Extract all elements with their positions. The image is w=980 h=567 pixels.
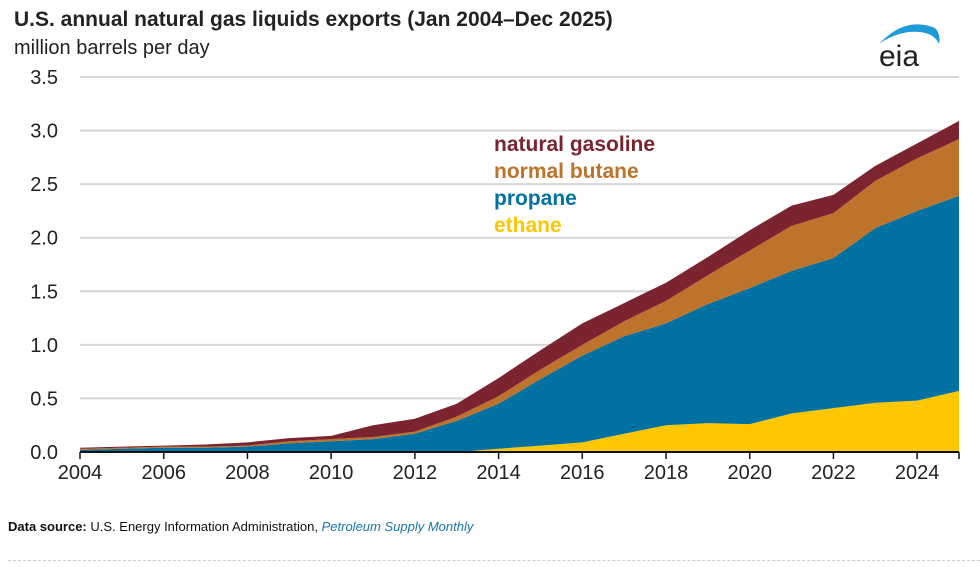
- x-tick-label: 2018: [644, 462, 689, 484]
- y-tick-label: 0.0: [30, 442, 58, 464]
- svg-text:eia: eia: [879, 40, 919, 70]
- y-axis-unit-label: million barrels per day: [14, 37, 210, 59]
- x-tick-label: 2022: [811, 462, 856, 484]
- x-tick-label: 2004: [58, 462, 103, 484]
- x-tick-label: 2008: [225, 462, 270, 484]
- x-tick-label: 2010: [309, 462, 354, 484]
- area-ethane: [80, 390, 959, 452]
- legend-entry: normal butane: [494, 160, 639, 183]
- eia-logo: eia: [879, 24, 940, 70]
- y-tick-label: 3.5: [30, 67, 58, 89]
- source-text: U.S. Energy Information Administration,: [90, 519, 318, 534]
- source-publication-link[interactable]: Petroleum Supply Monthly: [321, 519, 474, 534]
- x-tick-label: 2016: [560, 462, 605, 484]
- x-tick-label: 2014: [476, 462, 521, 484]
- stacked-area-chart: 0.0 0.5 1.0 1.5 2.0 2.5 3.0 3.5 2004 2006 2008 2010…: [30, 67, 960, 484]
- legend-entry: propane: [494, 187, 577, 210]
- source-label: Data source:: [8, 519, 87, 534]
- x-tick-label: 2020: [727, 462, 772, 484]
- y-tick-label: 1.5: [30, 281, 58, 303]
- area-propane: [80, 195, 959, 452]
- y-tick-label: 3.0: [30, 121, 58, 143]
- y-tick-label: 2.0: [30, 228, 58, 250]
- legend-entry: natural gasoline: [494, 133, 655, 156]
- x-tick-label: 2012: [393, 462, 438, 484]
- data-source: Data source: U.S. Energy Information Adm…: [8, 519, 473, 534]
- x-tick-label: 2006: [141, 462, 186, 484]
- y-tick-label: 2.5: [30, 174, 58, 196]
- x-tick-label: 2024: [895, 462, 940, 484]
- y-tick-label: 1.0: [30, 335, 58, 357]
- chart-title: U.S. annual natural gas liquids exports …: [14, 8, 613, 31]
- divider: [8, 560, 980, 561]
- y-tick-label: 0.5: [30, 388, 58, 410]
- legend-entry: ethane: [494, 214, 562, 237]
- area-normal-butane: [80, 139, 959, 450]
